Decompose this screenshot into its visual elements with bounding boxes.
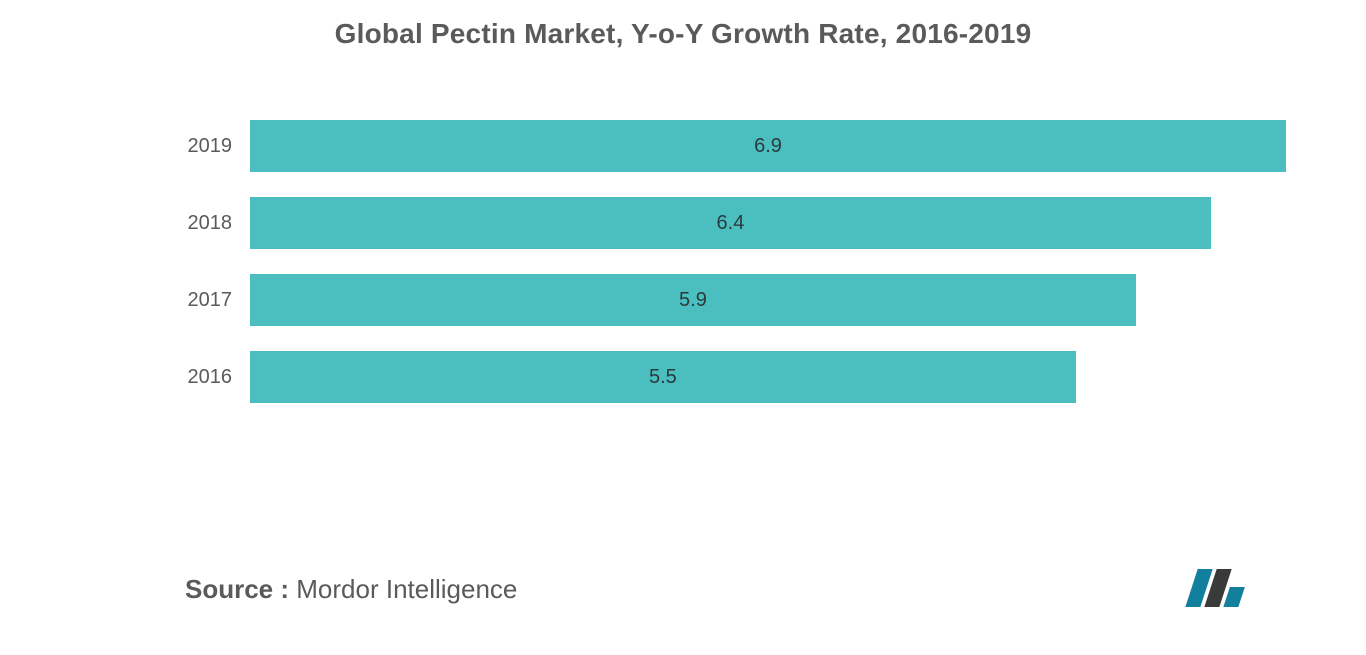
y-axis-label: 2018 <box>180 212 250 235</box>
bar-value-label: 5.5 <box>649 366 677 389</box>
bar-row: 2018 6.4 <box>180 197 1286 249</box>
bar: 5.9 <box>250 274 1136 326</box>
bar-track: 5.9 <box>250 274 1286 326</box>
bar-row: 2019 6.9 <box>180 120 1286 172</box>
bar: 6.9 <box>250 120 1286 172</box>
logo-icon <box>1181 565 1251 610</box>
bar-value-label: 6.9 <box>754 135 782 158</box>
bar-row: 2017 5.9 <box>180 274 1286 326</box>
bar-track: 6.4 <box>250 197 1286 249</box>
bar-value-label: 5.9 <box>679 289 707 312</box>
bar-value-label: 6.4 <box>717 212 745 235</box>
chart-title: Global Pectin Market, Y-o-Y Growth Rate,… <box>60 18 1306 50</box>
source-value: Mordor Intelligence <box>296 574 517 604</box>
brand-logo <box>1181 565 1251 610</box>
bar: 5.5 <box>250 351 1076 403</box>
bar-track: 5.5 <box>250 351 1286 403</box>
y-axis-label: 2017 <box>180 289 250 312</box>
y-axis-label: 2019 <box>180 135 250 158</box>
chart-plot-area: 2019 6.9 2018 6.4 2017 5.9 <box>180 120 1286 403</box>
chart-container: Global Pectin Market, Y-o-Y Growth Rate,… <box>0 0 1366 655</box>
source-label: Source : <box>185 574 289 604</box>
bar-track: 6.9 <box>250 120 1286 172</box>
y-axis-label: 2016 <box>180 366 250 389</box>
bar-row: 2016 5.5 <box>180 351 1286 403</box>
bar: 6.4 <box>250 197 1211 249</box>
source-footer: Source : Mordor Intelligence <box>185 574 517 605</box>
